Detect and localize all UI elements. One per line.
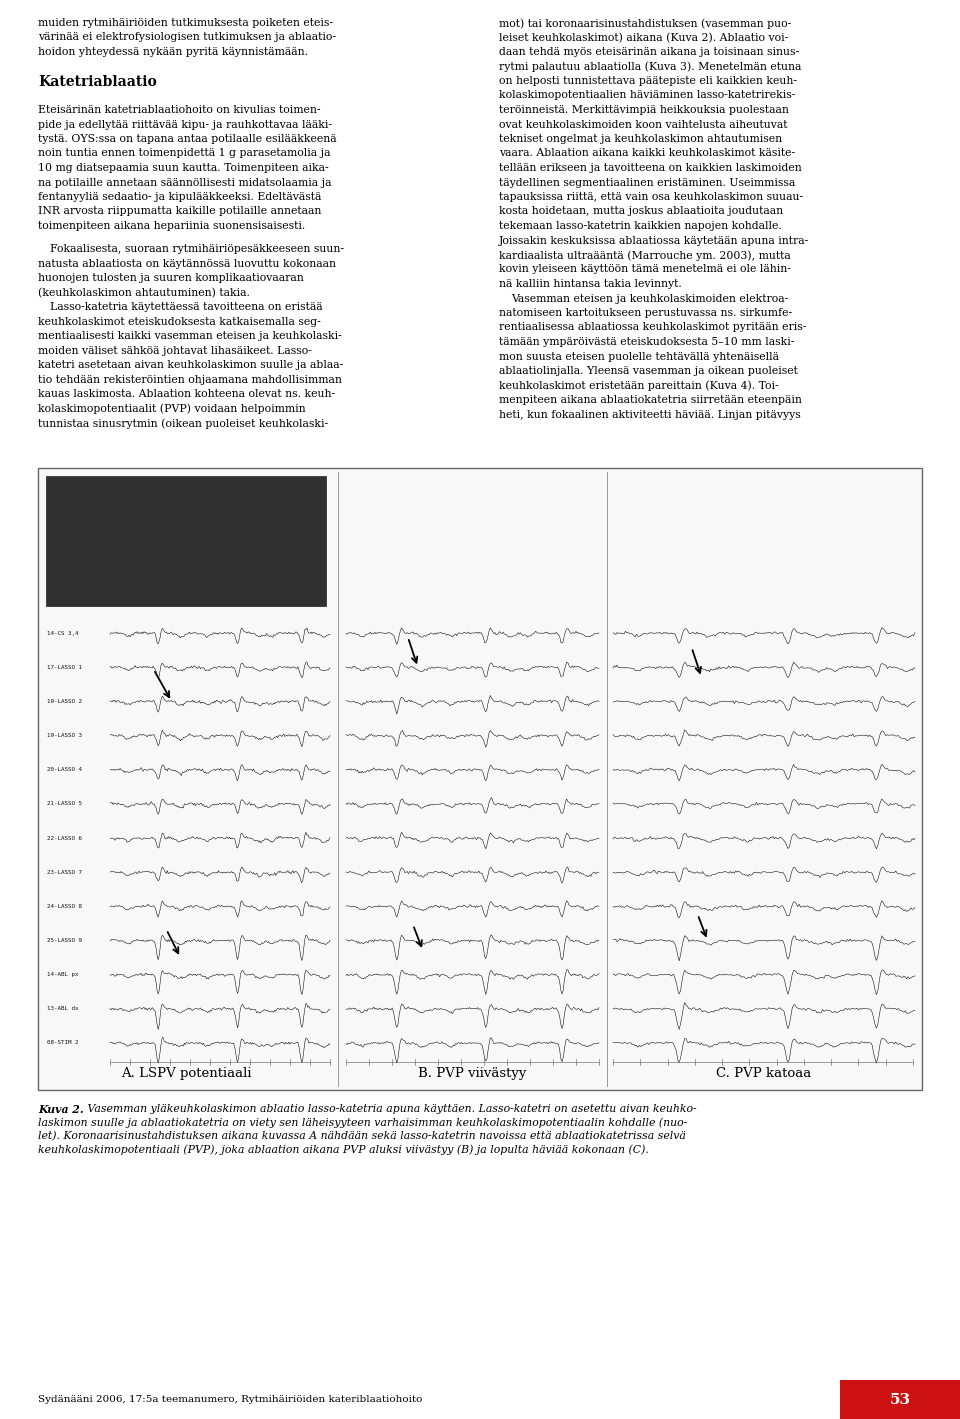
Text: kovin yleiseen käyttöön tämä menetelmä ei ole lähin-: kovin yleiseen käyttöön tämä menetelmä e… bbox=[499, 264, 791, 274]
Text: 13-ABL ds: 13-ABL ds bbox=[47, 1006, 79, 1012]
Text: 24-LASSO 8: 24-LASSO 8 bbox=[47, 904, 82, 908]
Text: 21-LASSO 5: 21-LASSO 5 bbox=[47, 802, 82, 806]
Text: (keuhkolaskimon ahtautuminen) takia.: (keuhkolaskimon ahtautuminen) takia. bbox=[38, 288, 250, 298]
Text: tekniset ongelmat ja keuhkolaskimon ahtautumisen: tekniset ongelmat ja keuhkolaskimon ahta… bbox=[499, 133, 782, 143]
Text: 14-ABL px: 14-ABL px bbox=[47, 972, 79, 978]
Text: 19-LASSO 3: 19-LASSO 3 bbox=[47, 734, 82, 738]
Text: teröinneistä. Merkittävimpiä heikkouksia puolestaan: teröinneistä. Merkittävimpiä heikkouksia… bbox=[499, 105, 789, 115]
Text: pide ja edellytää riittävää kipu- ja rauhkottavaa lääki-: pide ja edellytää riittävää kipu- ja rau… bbox=[38, 119, 332, 129]
Text: INR arvosta riippumatta kaikille potilaille annetaan: INR arvosta riippumatta kaikille potilai… bbox=[38, 207, 322, 217]
Text: leiset keuhkolaskimot) aikana (Kuva 2). Ablaatio voi-: leiset keuhkolaskimot) aikana (Kuva 2). … bbox=[499, 33, 788, 43]
Text: ablaatiolinjalla. Yleensä vasemman ja oikean puoleiset: ablaatiolinjalla. Yleensä vasemman ja oi… bbox=[499, 366, 798, 376]
Text: tystä. OYS:ssa on tapana antaa potilaalle esilääkkeenä: tystä. OYS:ssa on tapana antaa potilaall… bbox=[38, 133, 337, 143]
Text: Joissakin keskuksissa ablaatiossa käytetään apuna intra-: Joissakin keskuksissa ablaatiossa käytet… bbox=[499, 236, 809, 245]
Text: menpiteen aikana ablaatiokatetria siirretään eteenpäin: menpiteen aikana ablaatiokatetria siirre… bbox=[499, 394, 802, 404]
Text: rentiaalisessa ablaatiossa keuhkolaskimot pyritään eris-: rentiaalisessa ablaatiossa keuhkolaskimo… bbox=[499, 322, 806, 332]
Text: mon suusta eteisen puolelle tehtävällä yhtenäisellä: mon suusta eteisen puolelle tehtävällä y… bbox=[499, 352, 779, 362]
Text: vaara. Ablaation aikana kaikki keuhkolaskimot käsite-: vaara. Ablaation aikana kaikki keuhkolas… bbox=[499, 149, 795, 159]
Text: 22-LASSO 6: 22-LASSO 6 bbox=[47, 836, 82, 840]
Text: laskimon suulle ja ablaatiokatetria on viety sen läheisyyteen varhaisimman keuhk: laskimon suulle ja ablaatiokatetria on v… bbox=[38, 1118, 687, 1128]
Text: Vasemman eteisen ja keuhkolaskimoiden elektroa-: Vasemman eteisen ja keuhkolaskimoiden el… bbox=[511, 294, 788, 304]
Bar bbox=[46, 475, 326, 606]
Text: A. LSPV potentiaali: A. LSPV potentiaali bbox=[121, 1067, 252, 1080]
Text: tio tehdään rekisteröintien ohjaamana mahdollisimman: tio tehdään rekisteröintien ohjaamana ma… bbox=[38, 375, 342, 385]
Text: daan tehdä myös eteisärinän aikana ja toisinaan sinus-: daan tehdä myös eteisärinän aikana ja to… bbox=[499, 47, 799, 57]
Text: 20-LASSO 4: 20-LASSO 4 bbox=[47, 768, 82, 772]
Text: mot) tai koronaarisinustahdistuksen (vasemman puo-: mot) tai koronaarisinustahdistuksen (vas… bbox=[499, 18, 791, 28]
Text: huonojen tulosten ja suuren komplikaatiovaaran: huonojen tulosten ja suuren komplikaatio… bbox=[38, 274, 303, 284]
Text: keuhkolaskimot eteiskudoksesta katkaisemalla seg-: keuhkolaskimot eteiskudoksesta katkaisem… bbox=[38, 316, 321, 326]
Text: värinää ei elektrofysiologisen tutkimuksen ja ablaatio-: värinää ei elektrofysiologisen tutkimuks… bbox=[38, 33, 336, 43]
Text: keuhkolaskimopotentiaali (PVP), joka ablaation aikana PVP aluksi viivästyy (B) j: keuhkolaskimopotentiaali (PVP), joka abl… bbox=[38, 1145, 649, 1155]
Text: fentanyyliä sedaatio- ja kipulääkkeeksi. Edeltävästä: fentanyyliä sedaatio- ja kipulääkkeeksi.… bbox=[38, 192, 322, 201]
Text: na potilaille annetaan säännöllisesti midatsolaamia ja: na potilaille annetaan säännöllisesti mi… bbox=[38, 177, 331, 187]
Text: kauas laskimosta. Ablaation kohteena olevat ns. keuh-: kauas laskimosta. Ablaation kohteena ole… bbox=[38, 389, 335, 399]
Text: täydellinen segmentiaalinen eristäminen. Useimmissa: täydellinen segmentiaalinen eristäminen.… bbox=[499, 177, 795, 187]
Text: 23-LASSO 7: 23-LASSO 7 bbox=[47, 870, 82, 874]
Text: tämään ympäröivästä eteiskudoksesta 5–10 mm laski-: tämään ympäröivästä eteiskudoksesta 5–10… bbox=[499, 336, 794, 348]
Text: tellään erikseen ja tavoitteena on kaikkien laskimoiden: tellään erikseen ja tavoitteena on kaikk… bbox=[499, 163, 802, 173]
Text: keuhkolaskimot eristetään pareittain (Kuva 4). Toi-: keuhkolaskimot eristetään pareittain (Ku… bbox=[499, 380, 779, 392]
Text: let). Koronaarisinustahdistuksen aikana kuvassa A nähdään sekä lasso-katetrin na: let). Koronaarisinustahdistuksen aikana … bbox=[38, 1131, 685, 1141]
Text: natusta ablaatiosta on käytännössä luovuttu kokonaan: natusta ablaatiosta on käytännössä luovu… bbox=[38, 258, 336, 268]
Text: moiden väliset sähköä johtavat lihasäikeet. Lasso-: moiden väliset sähköä johtavat lihasäike… bbox=[38, 346, 312, 356]
Text: 17-LASSO 1: 17-LASSO 1 bbox=[47, 664, 82, 670]
Text: muiden rytmihäiriöiden tutkimuksesta poiketen eteis-: muiden rytmihäiriöiden tutkimuksesta poi… bbox=[38, 18, 333, 28]
Text: Kuva 2.: Kuva 2. bbox=[38, 1104, 84, 1115]
Text: C. PVP katoaa: C. PVP katoaa bbox=[716, 1067, 811, 1080]
Text: tunnistaa sinusrytmin (oikean puoleiset keuhkolaski-: tunnistaa sinusrytmin (oikean puoleiset … bbox=[38, 419, 328, 429]
Text: Fokaalisesta, suoraan rytmihäiriöpesäkkeeseen suun-: Fokaalisesta, suoraan rytmihäiriöpesäkke… bbox=[50, 244, 344, 254]
Text: 10 mg diatsepaamia suun kautta. Toimenpiteen aika-: 10 mg diatsepaamia suun kautta. Toimenpi… bbox=[38, 163, 328, 173]
Text: 19-LASSO 2: 19-LASSO 2 bbox=[47, 700, 82, 704]
Text: toimenpiteen aikana hepariinia suonensisaisesti.: toimenpiteen aikana hepariinia suonensis… bbox=[38, 221, 305, 231]
Bar bbox=[38, 468, 922, 1090]
Bar bbox=[840, 1381, 960, 1419]
Text: natomiseen kartoitukseen perustuvassa ns. sirkumfe-: natomiseen kartoitukseen perustuvassa ns… bbox=[499, 308, 792, 318]
Text: rytmi palautuu ablaatiolla (Kuva 3). Menetelmän etuna: rytmi palautuu ablaatiolla (Kuva 3). Men… bbox=[499, 61, 802, 72]
Text: 08-STIM 2: 08-STIM 2 bbox=[47, 1040, 79, 1046]
Text: Vasemman yläkeuhkolaskimon ablaatio lasso-katetria apuna käyttäen. Lasso-katetri: Vasemman yläkeuhkolaskimon ablaatio lass… bbox=[84, 1104, 697, 1114]
Text: kardiaalista ultraääntä (Marrouche ym. 2003), mutta: kardiaalista ultraääntä (Marrouche ym. 2… bbox=[499, 250, 791, 261]
Text: 14-CS 3,4: 14-CS 3,4 bbox=[47, 630, 79, 636]
Text: tapauksissa riittä, että vain osa keuhkolaskimon suuau-: tapauksissa riittä, että vain osa keuhko… bbox=[499, 192, 804, 201]
Text: 25-LASSO 9: 25-LASSO 9 bbox=[47, 938, 82, 944]
Text: Sydänääni 2006, 17:5a teemanumero, Rytmihäiriöiden kateriblaatiohoito: Sydänääni 2006, 17:5a teemanumero, Rytmi… bbox=[38, 1395, 422, 1403]
Text: Katetriablaatio: Katetriablaatio bbox=[38, 75, 156, 88]
Text: kolaskimopotentiaalit (PVP) voidaan helpoimmin: kolaskimopotentiaalit (PVP) voidaan help… bbox=[38, 403, 305, 414]
Text: Eteisärinän katetriablaatiohoito on kivulias toimen-: Eteisärinän katetriablaatiohoito on kivu… bbox=[38, 105, 321, 115]
Text: on helposti tunnistettava päätepiste eli kaikkien keuh-: on helposti tunnistettava päätepiste eli… bbox=[499, 77, 797, 87]
Text: ovat keuhkolaskimoiden koon vaihtelusta aiheutuvat: ovat keuhkolaskimoiden koon vaihtelusta … bbox=[499, 119, 787, 129]
Text: B. PVP viivästyy: B. PVP viivästyy bbox=[419, 1067, 527, 1080]
Text: Lasso-katetria käytettäessä tavoitteena on eristää: Lasso-katetria käytettäessä tavoitteena … bbox=[50, 302, 323, 312]
Text: hoidon yhteydessä nykään pyritä käynnistämään.: hoidon yhteydessä nykään pyritä käynnist… bbox=[38, 47, 308, 57]
Text: kolaskimopotentiaalien häviäminen lasso-katetrirekis-: kolaskimopotentiaalien häviäminen lasso-… bbox=[499, 91, 796, 101]
Text: noin tuntia ennen toimenpidettä 1 g parasetamolia ja: noin tuntia ennen toimenpidettä 1 g para… bbox=[38, 149, 330, 159]
Text: 53: 53 bbox=[889, 1392, 911, 1406]
Text: nä kalliin hintansa takia levinnyt.: nä kalliin hintansa takia levinnyt. bbox=[499, 280, 682, 289]
Text: mentiaalisesti kaikki vasemman eteisen ja keuhkolaski-: mentiaalisesti kaikki vasemman eteisen j… bbox=[38, 331, 342, 341]
Text: katetri asetetaan aivan keuhkolaskimon suulle ja ablaa-: katetri asetetaan aivan keuhkolaskimon s… bbox=[38, 360, 344, 370]
Text: heti, kun fokaalinen aktiviteetti häviää. Linjan pitävyys: heti, kun fokaalinen aktiviteetti häviää… bbox=[499, 410, 801, 420]
Text: tekemaan lasso-katetrin kaikkien napojen kohdalle.: tekemaan lasso-katetrin kaikkien napojen… bbox=[499, 221, 781, 231]
Text: kosta hoidetaan, mutta joskus ablaatioita joudutaan: kosta hoidetaan, mutta joskus ablaatioit… bbox=[499, 207, 783, 217]
